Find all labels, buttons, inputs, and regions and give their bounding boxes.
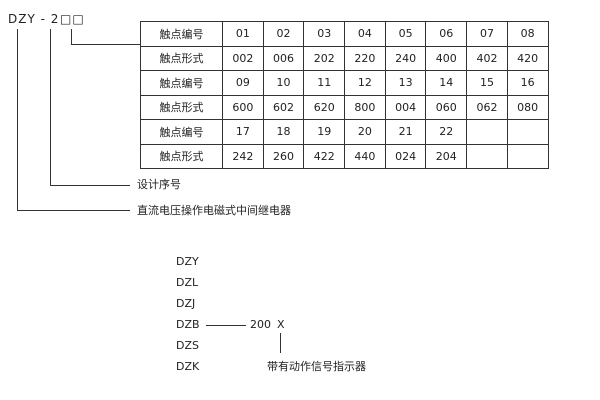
table-cell: 400 — [425, 45, 468, 71]
table-cell — [466, 143, 508, 169]
row-label: 触点形式 — [140, 143, 223, 169]
table-cell: 240 — [384, 45, 427, 71]
table-cell: 420 — [506, 45, 549, 71]
row-label: 触点形式 — [140, 45, 223, 71]
table-cell: 002 — [222, 45, 264, 71]
table-cell: 03 — [303, 21, 346, 47]
table-cell: 19 — [303, 119, 346, 145]
contact-table: 触点编号 01 02 03 04 05 06 07 08 触点形式 002 006 202 220 240 4… — [140, 21, 549, 169]
table-cell: 062 — [466, 94, 508, 120]
table-cell: 602 — [262, 94, 305, 120]
row-label: 触点编号 — [140, 70, 223, 96]
table-cell: 06 — [425, 21, 468, 47]
row-label: 触点编号 — [140, 119, 223, 145]
table-cell: 204 — [425, 143, 468, 169]
table-row: 触点编号 01 02 03 04 05 06 07 08 — [140, 21, 549, 47]
table-row: 触点形式 600 602 620 800 004 060 062 080 — [140, 94, 549, 120]
table-cell: 05 — [384, 21, 427, 47]
relay-type-label: 直流电压操作电磁式中间继电器 — [137, 204, 291, 217]
table-cell: 17 — [222, 119, 264, 145]
table-cell: 800 — [344, 94, 386, 120]
table-cell: 01 — [222, 21, 264, 47]
table-cell: 18 — [262, 119, 305, 145]
connector-line — [206, 325, 246, 326]
table-row: 触点编号 17 18 19 20 21 22 — [140, 119, 549, 145]
variant-item: DZY — [176, 255, 199, 268]
table-cell: 04 — [344, 21, 386, 47]
table-cell — [466, 119, 508, 145]
table-cell: 14 — [425, 70, 468, 96]
table-row: 触点形式 242 260 422 440 024 204 — [140, 143, 549, 169]
table-cell: 07 — [466, 21, 508, 47]
bracket-line — [71, 44, 140, 45]
table-cell: 22 — [425, 119, 468, 145]
bracket-line — [71, 29, 72, 44]
variant-item: DZJ — [176, 297, 196, 310]
table-cell: 422 — [303, 143, 346, 169]
table-cell — [506, 119, 549, 145]
table-cell: 024 — [384, 143, 427, 169]
variant-suffix: X — [277, 318, 285, 331]
variant-item: DZL — [176, 276, 199, 289]
table-cell: 220 — [344, 45, 386, 71]
table-cell — [506, 143, 549, 169]
variant-item: DZK — [176, 360, 200, 373]
table-cell: 060 — [425, 94, 468, 120]
table-cell: 004 — [384, 94, 427, 120]
table-row: 触点编号 09 10 11 12 13 14 15 16 — [140, 70, 549, 96]
variant-code: 200 — [250, 318, 271, 331]
table-cell: 202 — [303, 45, 346, 71]
table-cell: 21 — [384, 119, 427, 145]
table-row: 触点形式 002 006 202 220 240 400 402 420 — [140, 45, 549, 71]
variant-item: DZB — [176, 318, 200, 331]
table-cell: 260 — [262, 143, 305, 169]
bracket-line — [50, 185, 130, 186]
variant-item: DZS — [176, 339, 199, 352]
connector-line — [280, 333, 281, 353]
table-cell: 600 — [222, 94, 264, 120]
model-boxes: □□ — [60, 12, 85, 26]
model-prefix: DZY - 2 — [8, 12, 60, 26]
bracket-line — [17, 210, 130, 211]
table-cell: 16 — [506, 70, 549, 96]
table-cell: 15 — [466, 70, 508, 96]
table-cell: 20 — [344, 119, 386, 145]
table-cell: 09 — [222, 70, 264, 96]
row-label: 触点形式 — [140, 94, 223, 120]
table-cell: 02 — [262, 21, 305, 47]
table-cell: 13 — [384, 70, 427, 96]
table-cell: 402 — [466, 45, 508, 71]
bracket-line — [50, 29, 51, 185]
table-cell: 080 — [506, 94, 549, 120]
table-cell: 006 — [262, 45, 305, 71]
table-cell: 620 — [303, 94, 346, 120]
row-label: 触点编号 — [140, 21, 223, 47]
table-cell: 12 — [344, 70, 386, 96]
table-cell: 08 — [506, 21, 549, 47]
table-cell: 242 — [222, 143, 264, 169]
table-cell: 10 — [262, 70, 305, 96]
suffix-note: 带有动作信号指示器 — [267, 360, 366, 373]
table-cell: 11 — [303, 70, 346, 96]
table-cell: 440 — [344, 143, 386, 169]
design-no-label: 设计序号 — [137, 178, 181, 191]
bracket-line — [17, 29, 18, 210]
